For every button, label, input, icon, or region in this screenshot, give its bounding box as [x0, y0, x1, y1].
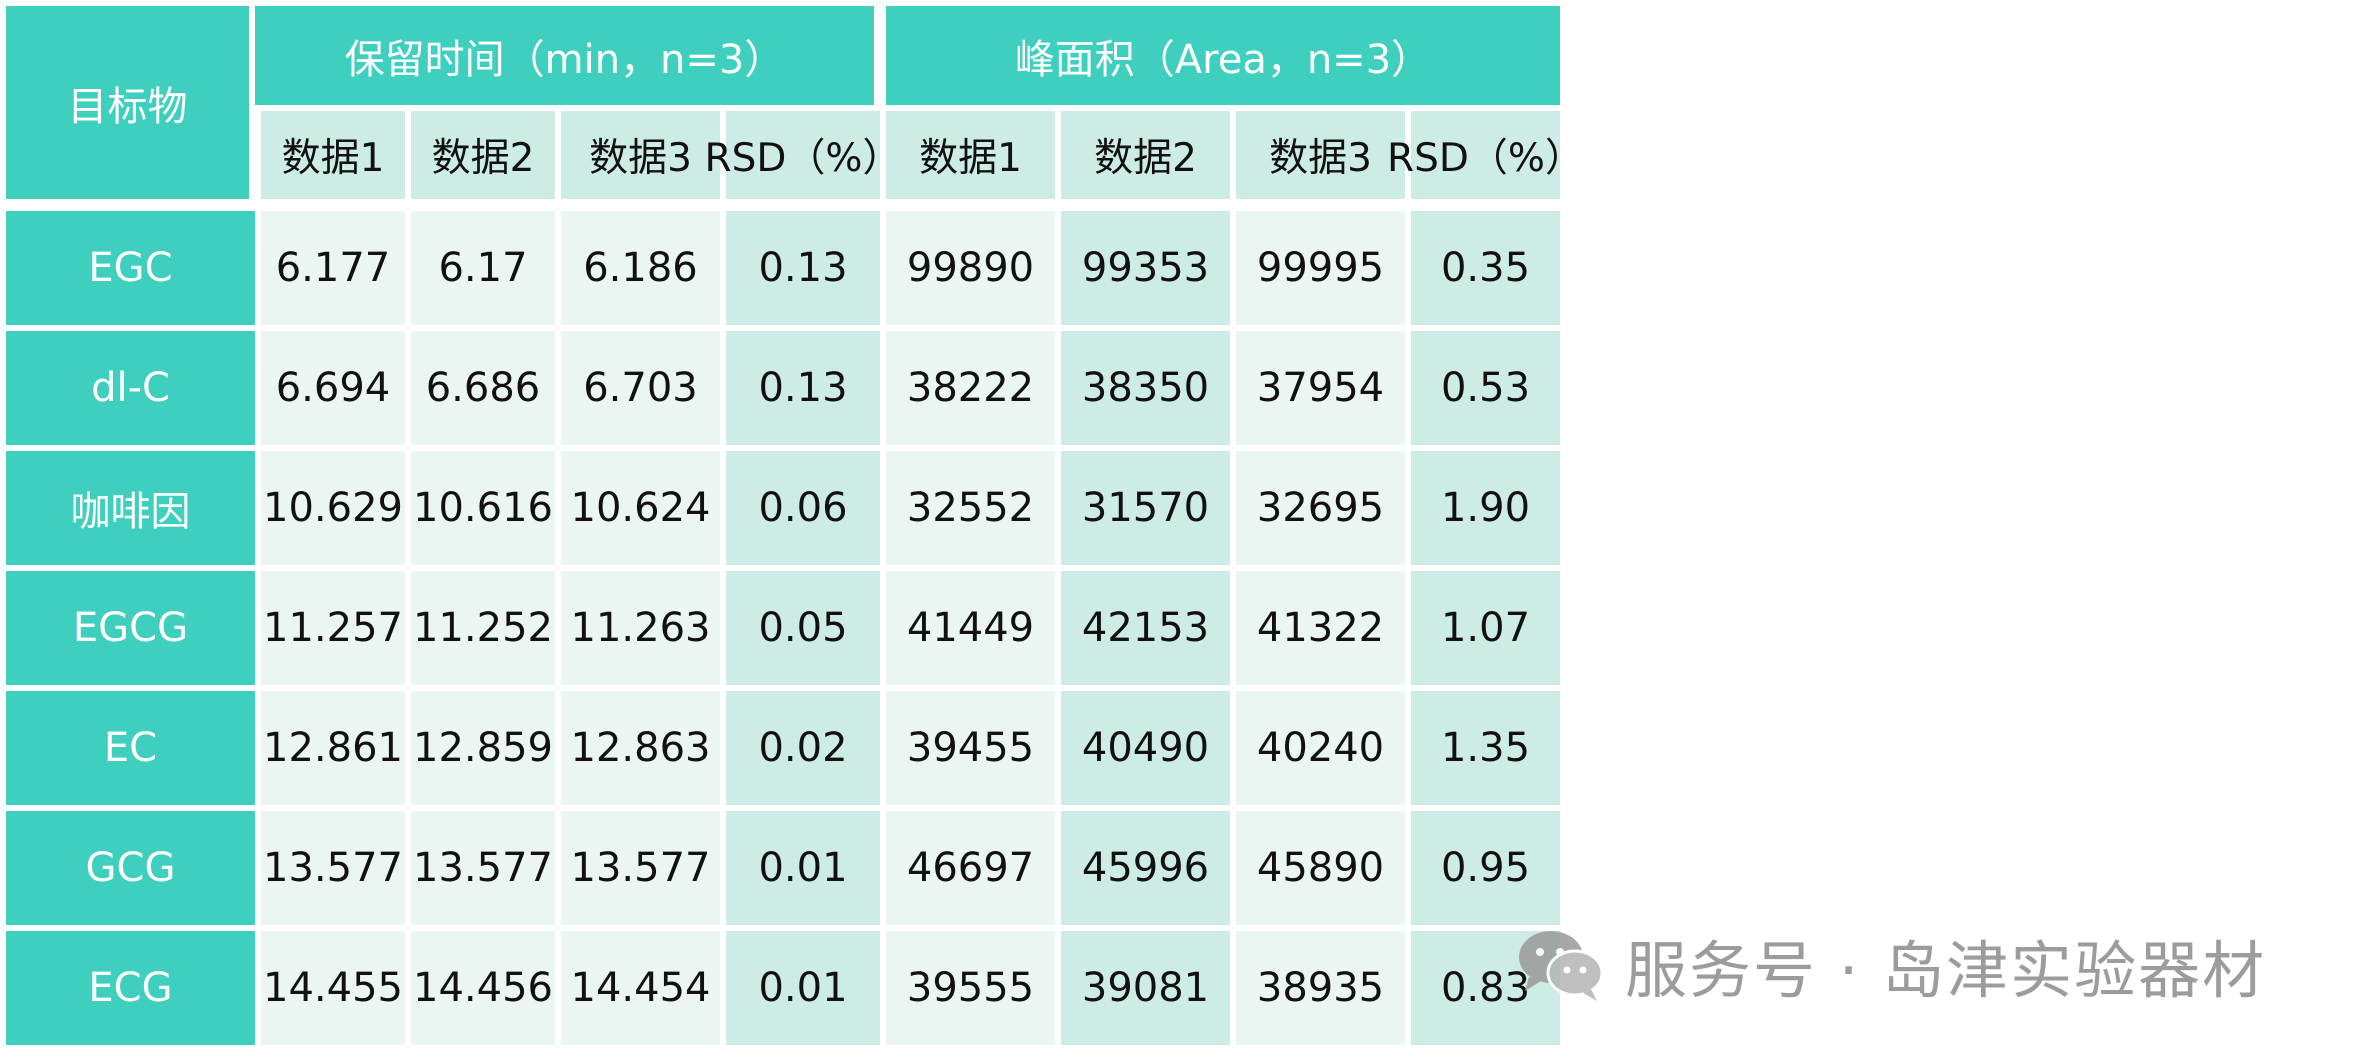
table-cell: 6.177 [261, 211, 405, 325]
table-cell: 6.694 [261, 331, 405, 445]
table-cell: 14.454 [561, 931, 720, 1045]
row-label: EGCG [6, 571, 255, 685]
table-cell: 45890 [1236, 811, 1405, 925]
table-cell: 13.577 [261, 811, 405, 925]
row-label: 咖啡因 [6, 451, 255, 565]
table-cell: 12.861 [261, 691, 405, 805]
table-cell: 10.629 [261, 451, 405, 565]
table-cell: 11.257 [261, 571, 405, 685]
table-cell: 0.53 [1411, 331, 1560, 445]
row-label: GCG [6, 811, 255, 925]
table-cell: 46697 [886, 811, 1055, 925]
row-label: ECG [6, 931, 255, 1045]
table-cell: 10.624 [561, 451, 720, 565]
table-cell: 41322 [1236, 571, 1405, 685]
table-cell: 11.263 [561, 571, 720, 685]
table-cell: 42153 [1061, 571, 1230, 685]
table-cell: 39455 [886, 691, 1055, 805]
table-cell: 0.01 [726, 811, 880, 925]
table-cell: 6.17 [411, 211, 555, 325]
table-cell: 38935 [1236, 931, 1405, 1045]
table-cell: 39081 [1061, 931, 1230, 1045]
row-label: EC [6, 691, 255, 805]
table-cell: 6.686 [411, 331, 555, 445]
table-cell: 41449 [886, 571, 1055, 685]
group-header-peak-area: 峰面积（Area，n=3） [886, 6, 1560, 105]
table-cell: 38222 [886, 331, 1055, 445]
table-cell: 0.02 [726, 691, 880, 805]
table-cell: 0.95 [1411, 811, 1560, 925]
row-label: dl-C [6, 331, 255, 445]
table-cell: 37954 [1236, 331, 1405, 445]
table-cell: 1.90 [1411, 451, 1560, 565]
table-cell: 32695 [1236, 451, 1405, 565]
sub-header: 数据1 [261, 111, 405, 199]
table-cell: 6.186 [561, 211, 720, 325]
corner-header: 目标物 [6, 6, 249, 199]
sub-header: 数据2 [1061, 111, 1230, 199]
table-cell: 1.07 [1411, 571, 1560, 685]
table-cell: 13.577 [561, 811, 720, 925]
sub-header: 数据2 [411, 111, 555, 199]
sub-header: RSD（%） [705, 111, 901, 199]
wechat-icon [1519, 931, 1604, 1001]
table-cell: 0.05 [726, 571, 880, 685]
table-cell: 13.577 [411, 811, 555, 925]
table-cell: 38350 [1061, 331, 1230, 445]
table-cell: 40240 [1236, 691, 1405, 805]
row-label: EGC [6, 211, 255, 325]
sub-header: 数据3 [1236, 111, 1405, 199]
table-cell: 0.01 [726, 931, 880, 1045]
table-cell: 12.859 [411, 691, 555, 805]
table-cell: 99890 [886, 211, 1055, 325]
table-cell: 1.35 [1411, 691, 1560, 805]
table-cell: 14.455 [261, 931, 405, 1045]
table-cell: 14.456 [411, 931, 555, 1045]
table-cell: 40490 [1061, 691, 1230, 805]
table-cell: 0.06 [726, 451, 880, 565]
table-cell: 0.13 [726, 211, 880, 325]
group-header-retention-time: 保留时间（min，n=3） [255, 6, 874, 105]
table-cell: 32552 [886, 451, 1055, 565]
table-cell: 39555 [886, 931, 1055, 1045]
sub-header: RSD（%） [1387, 111, 1584, 199]
table-cell: 31570 [1061, 451, 1230, 565]
table-cell: 0.35 [1411, 211, 1560, 325]
table-cell: 0.13 [726, 331, 880, 445]
table-cell: 6.703 [561, 331, 720, 445]
table-cell: 99995 [1236, 211, 1405, 325]
sub-header: 数据3 [561, 111, 720, 199]
table-cell: 11.252 [411, 571, 555, 685]
table-cell: 45996 [1061, 811, 1230, 925]
watermark: 服务号 · 岛津实验器材 [1515, 915, 2266, 1015]
sub-header: 数据1 [886, 111, 1055, 199]
table-cell: 99353 [1061, 211, 1230, 325]
table-cell: 10.616 [411, 451, 555, 565]
watermark-text: 服务号 · 岛津实验器材 [1625, 934, 2267, 1007]
table-cell: 12.863 [561, 691, 720, 805]
